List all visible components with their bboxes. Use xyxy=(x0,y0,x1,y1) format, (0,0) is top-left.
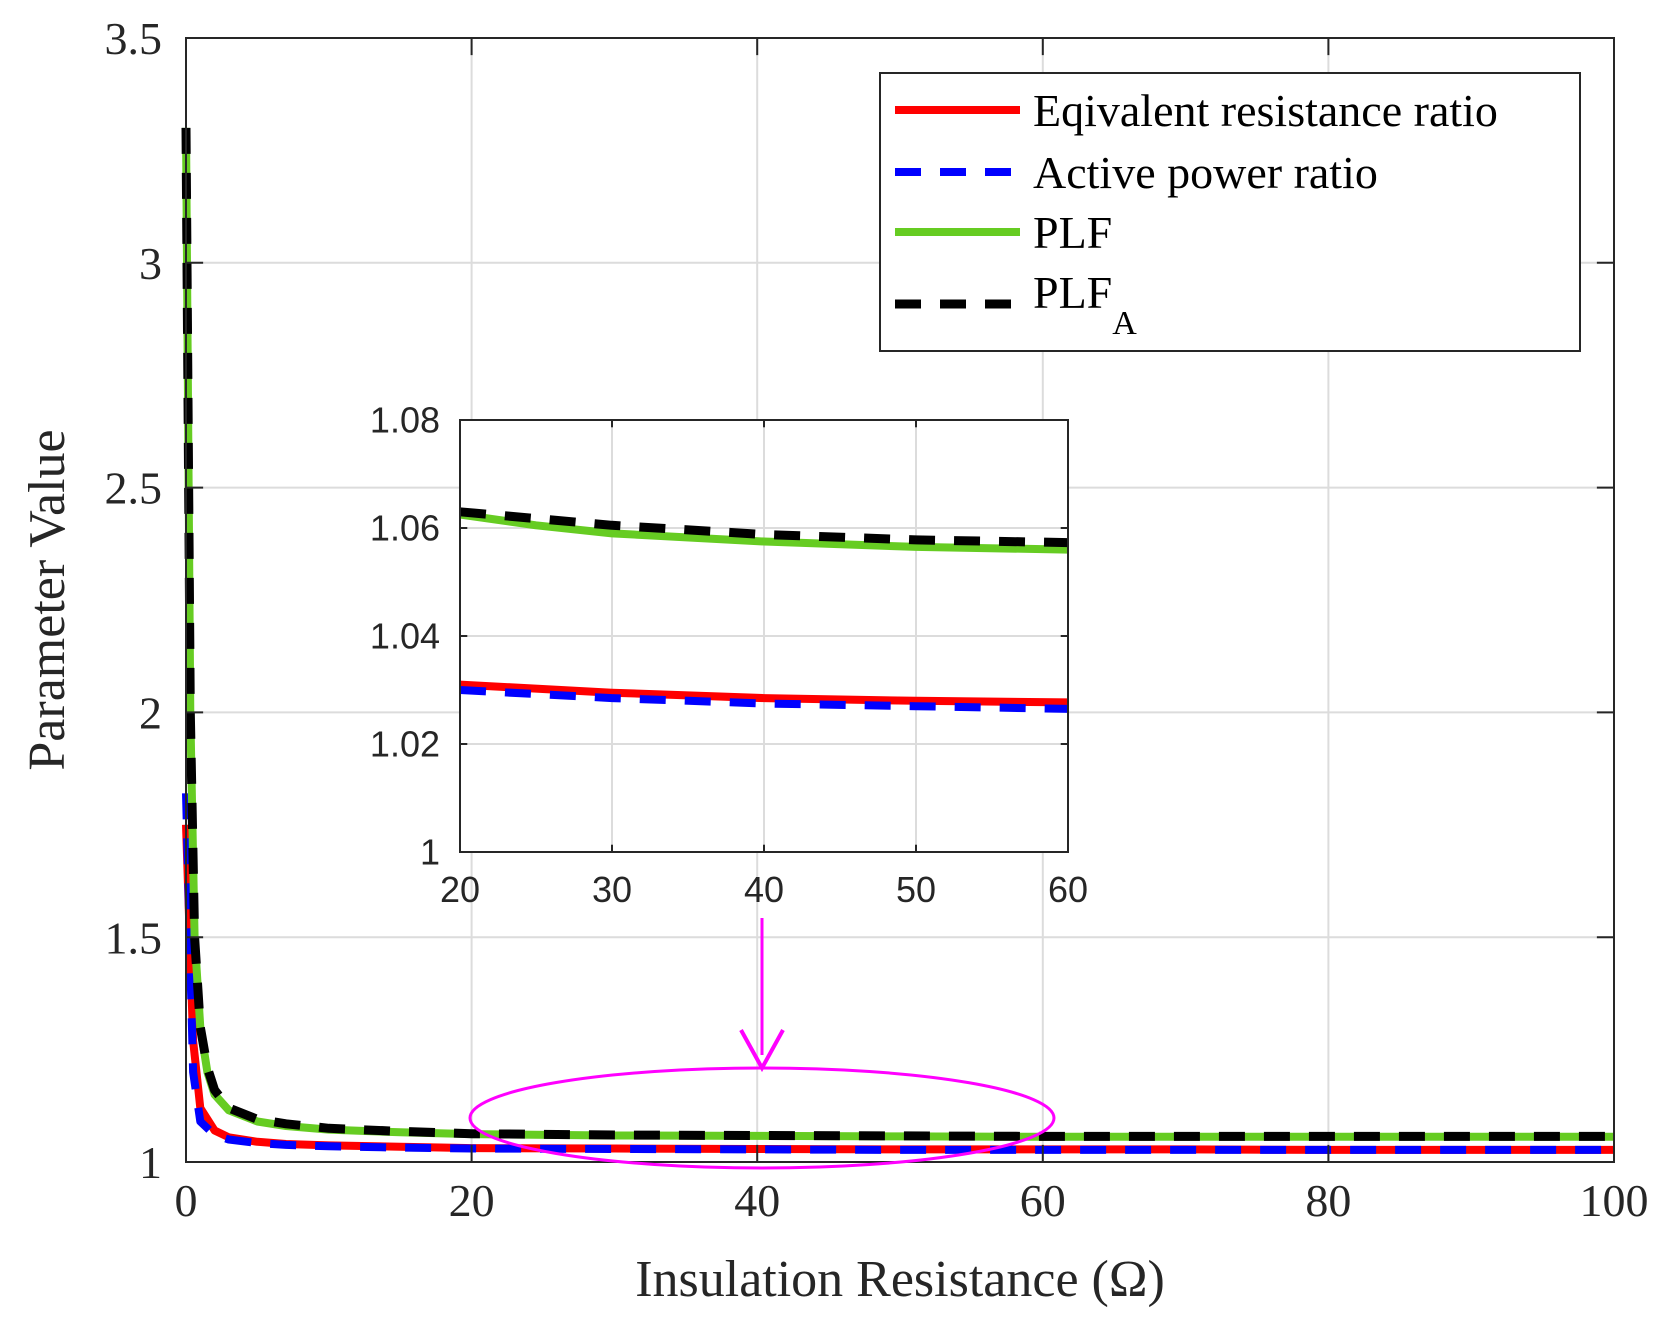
main-y-tick-label: 1.5 xyxy=(105,912,163,963)
inset-series-active-power-ratio xyxy=(459,686,1069,713)
main-ticks xyxy=(185,37,1615,1163)
main-y-tick-label: 3.5 xyxy=(105,13,163,64)
main-y-tick-label: 2.5 xyxy=(105,463,163,514)
legend-label-active-power-ratio: Active power ratio xyxy=(1033,147,1378,198)
legend-label-eqivalent-resistance-ratio: Eqivalent resistance ratio xyxy=(1033,85,1498,136)
main-y-tick-label: 3 xyxy=(139,238,162,289)
inset-y-tick-label: 1.06 xyxy=(370,508,440,549)
inset-series-eqivalent-resistance-ratio xyxy=(459,680,1069,707)
main-y-tick-label: 1 xyxy=(139,1137,162,1188)
inset-x-tick-label: 50 xyxy=(896,869,936,910)
y-axis-label: Parameter Value xyxy=(19,429,76,770)
main-x-tick-label: 40 xyxy=(734,1175,780,1226)
legend-label-plf-a: PLFA xyxy=(1033,267,1137,342)
main-x-tick-label: 60 xyxy=(1020,1175,1066,1226)
legend-label-plf-a-base: PLF xyxy=(1033,267,1112,318)
main-x-tick-label: 100 xyxy=(1580,1175,1649,1226)
main-series-plf-a xyxy=(181,127,1614,1141)
main-y-tick-label: 2 xyxy=(139,688,162,739)
inset-x-tick-label: 20 xyxy=(440,869,480,910)
legend-label-plf-a-subscript: A xyxy=(1112,305,1137,342)
main-series-eqivalent-resistance-ratio xyxy=(182,824,1614,1154)
legend: Eqivalent resistance ratio Active power … xyxy=(879,72,1581,352)
inset-y-tick-label: 1.08 xyxy=(370,400,440,441)
main-x-tick-labels: 0 20 40 60 80 100 xyxy=(175,1175,1649,1226)
inset-x-tick-label: 40 xyxy=(744,869,784,910)
inset-y-tick-labels: 1 1.02 1.04 1.06 1.08 xyxy=(370,400,440,873)
main-x-tick-label: 80 xyxy=(1305,1175,1351,1226)
inset-y-tick-label: 1 xyxy=(420,832,440,873)
inset-y-tick-label: 1.02 xyxy=(370,724,440,765)
x-axis-label: Insulation Resistance (Ω) xyxy=(635,1251,1165,1308)
legend-label-plf: PLF xyxy=(1033,207,1112,258)
main-y-tick-labels: 1 1.5 2 2.5 3 3.5 xyxy=(105,13,163,1188)
inset-x-tick-label: 30 xyxy=(592,869,632,910)
inset-y-tick-label: 1.04 xyxy=(370,616,440,657)
main-x-tick-label: 0 xyxy=(175,1175,198,1226)
main-x-tick-label: 20 xyxy=(449,1175,495,1226)
inset-x-tick-label: 60 xyxy=(1048,869,1088,910)
inset-series-group xyxy=(459,507,1069,713)
inset-series-plf xyxy=(459,510,1069,554)
inset-ticks xyxy=(459,419,1069,853)
zoom-arrow-head xyxy=(739,1029,785,1073)
inset-x-tick-labels: 20 30 40 50 60 xyxy=(440,869,1088,910)
inset-series-plf-a xyxy=(459,507,1069,548)
main-series-group xyxy=(181,127,1614,1154)
